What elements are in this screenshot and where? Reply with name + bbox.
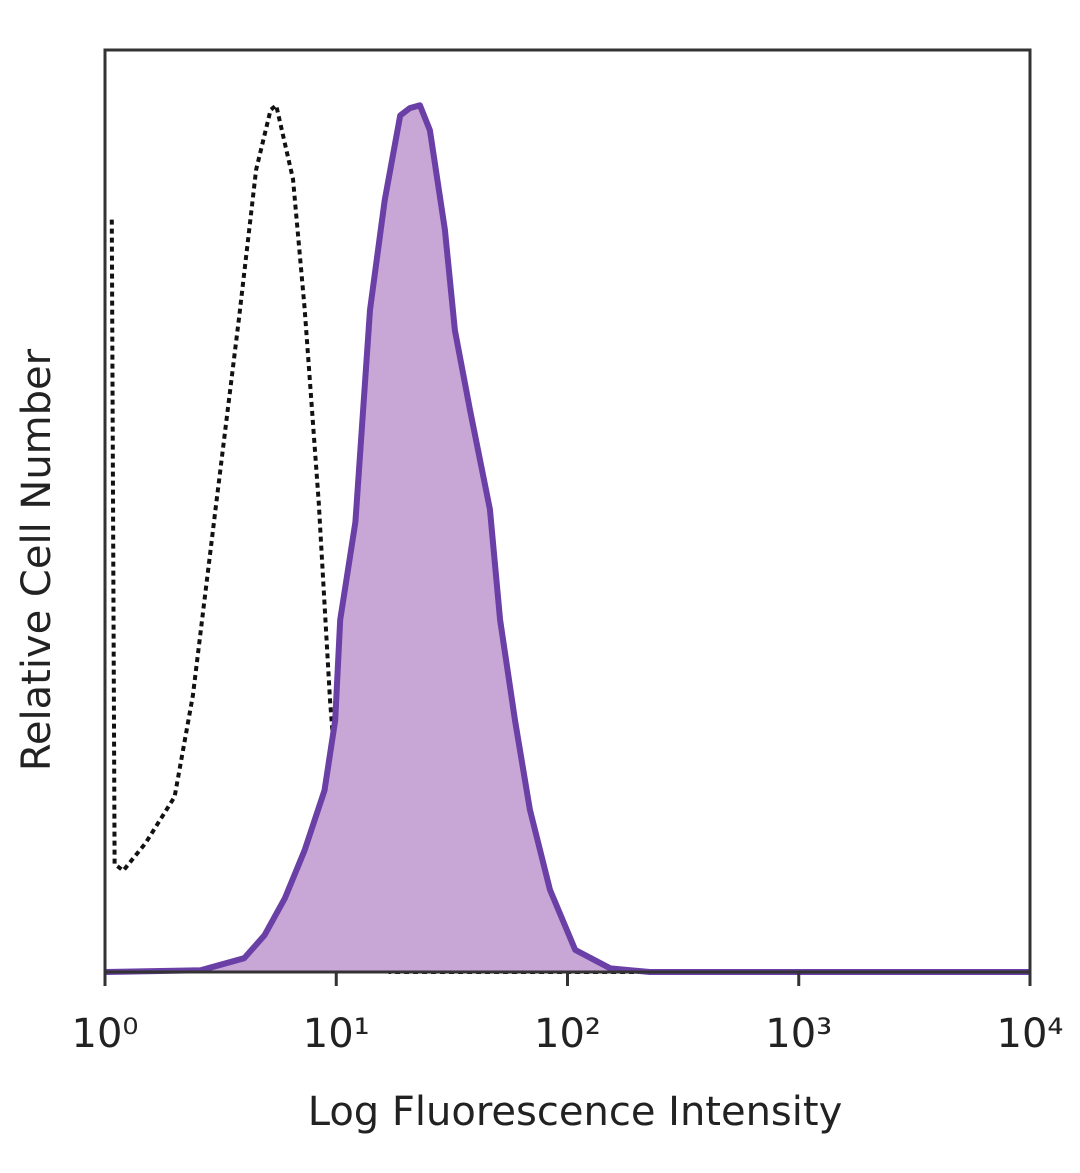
x-axis-label: Log Fluorescence Intensity — [308, 1089, 843, 1135]
x-tick-label: 10⁴ — [997, 1011, 1064, 1057]
series-line — [104, 102, 1030, 975]
series-line — [109, 103, 1030, 974]
x-tick-label: 10¹ — [303, 1011, 370, 1057]
x-tick-label: 10⁰ — [72, 1011, 139, 1057]
series-area — [105, 105, 1030, 973]
x-tick-label: 10³ — [765, 1011, 832, 1057]
x-tick-label: 10² — [534, 1011, 601, 1057]
y-axis-label: Relative Cell Number — [14, 348, 60, 771]
plot-frame — [103, 48, 1032, 974]
